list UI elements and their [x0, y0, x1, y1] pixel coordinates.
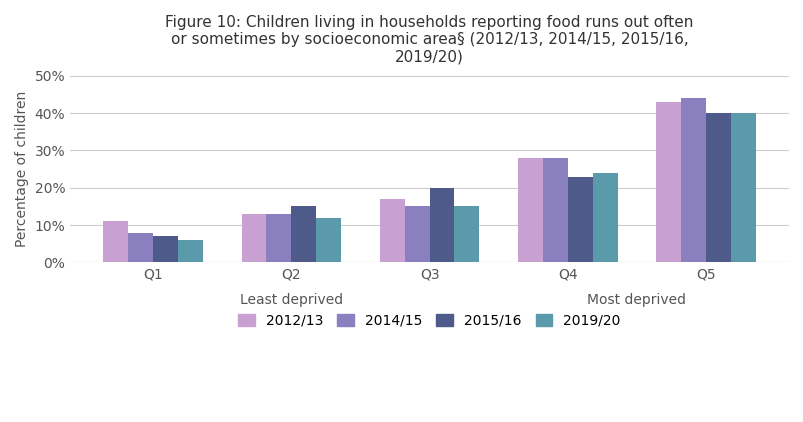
- Bar: [316, 218, 340, 262]
- Bar: [379, 199, 404, 262]
- Bar: [592, 173, 617, 262]
- Bar: [429, 188, 454, 262]
- Bar: [177, 240, 202, 262]
- Bar: [454, 206, 479, 262]
- Bar: [680, 98, 705, 262]
- Bar: [655, 102, 680, 262]
- Legend: 2012/13, 2014/15, 2015/16, 2019/20: 2012/13, 2014/15, 2015/16, 2019/20: [233, 308, 626, 333]
- Bar: [730, 113, 755, 262]
- Bar: [291, 206, 316, 262]
- Y-axis label: Percentage of children: Percentage of children: [15, 91, 29, 247]
- Bar: [104, 222, 128, 262]
- Bar: [153, 236, 177, 262]
- Bar: [705, 113, 730, 262]
- Text: Most deprived: Most deprived: [587, 292, 686, 306]
- Bar: [266, 214, 291, 262]
- Bar: [241, 214, 266, 262]
- Bar: [128, 233, 153, 262]
- Bar: [567, 176, 592, 262]
- Bar: [517, 158, 542, 262]
- Text: Least deprived: Least deprived: [239, 292, 343, 306]
- Bar: [542, 158, 567, 262]
- Bar: [404, 206, 429, 262]
- Title: Figure 10: Children living in households reporting food runs out often
or someti: Figure 10: Children living in households…: [165, 15, 693, 65]
